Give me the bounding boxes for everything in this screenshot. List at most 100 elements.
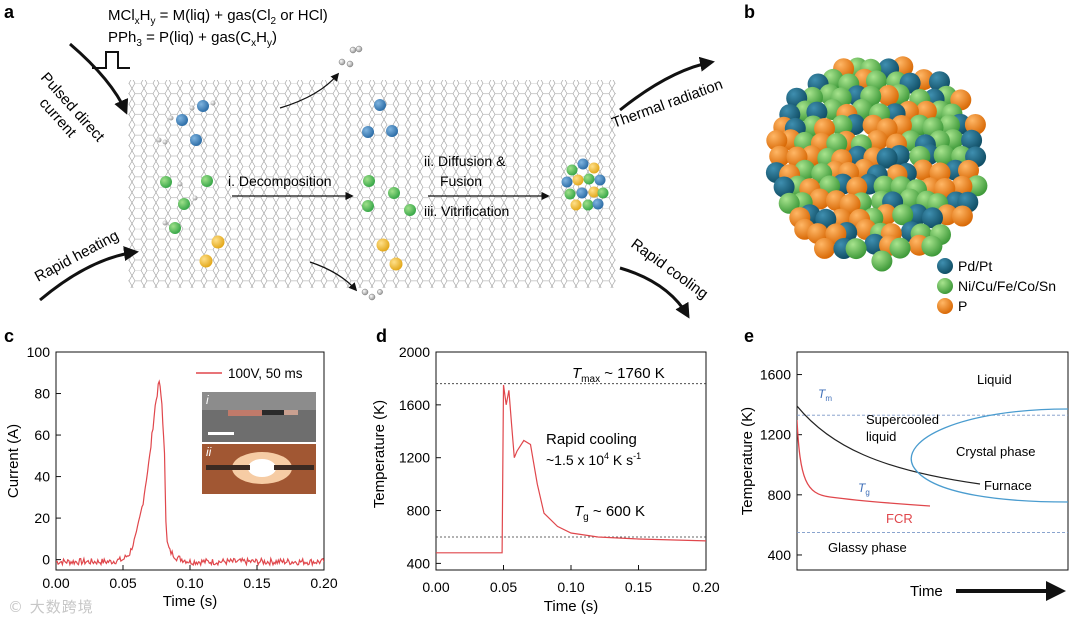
panel-e: e 400 800 1200 1600 Temperature (K) Time Tm… — [739, 326, 1069, 601]
panel-d-ticks: 0.00 0.05 0.10 0.15 0.20 400 800 1200 1600 2000 — [399, 344, 720, 595]
panel-e-supercooled-label: Supercooled liquid — [866, 412, 943, 444]
panel-letter-a: a — [4, 2, 15, 22]
panel-c-legend-label: 100V, 50 ms — [228, 366, 303, 381]
panel-b-legend: Pd/Pt Ni/Cu/Fe/Co/Sn P — [937, 258, 1056, 314]
panel-e-ytick-label: 1200 — [760, 427, 791, 443]
vitrification-label: iii. Vitrification — [424, 203, 509, 219]
panel-e-crystal-label: Crystal phase — [956, 444, 1035, 459]
panel-e-crystal-curve — [910, 408, 1068, 503]
cluster-atom — [876, 147, 898, 169]
cluster-atom — [964, 114, 986, 135]
decomposed-atoms — [362, 99, 416, 271]
gas-molecules-bottom — [361, 288, 383, 301]
panel-c: c 0.00 0.05 0.10 0.15 0.20 0 20 40 60 80 100 Curre… — [4, 326, 338, 610]
legend-label-p: P — [958, 298, 967, 314]
panel-e-furnace-label: Furnace — [984, 478, 1032, 493]
panel-d-ytick-label: 800 — [407, 503, 431, 519]
panel-c-ytick-label: 0 — [42, 552, 50, 568]
panel-letter-d: d — [376, 326, 387, 346]
cluster-atom — [958, 159, 979, 181]
thermal-radiation-arrow — [619, 56, 715, 112]
cluster-atom — [922, 207, 943, 229]
legend-marker-ni — [937, 278, 953, 294]
panel-e-ytick-label: 800 — [768, 487, 792, 503]
panel-c-xtick-label: 0.20 — [310, 575, 337, 591]
cluster-atom — [778, 192, 800, 214]
panel-c-ytick-label: 20 — [34, 510, 50, 526]
panel-a: a MClxHy = M(liq) + gas(Cl2 or HCl) PPh3… — [4, 2, 725, 319]
panel-d-xtick-label: 0.05 — [490, 579, 517, 595]
cluster-atom — [814, 237, 835, 259]
panel-b: b Pd/Pt Ni/Cu/Fe/Co/Sn P — [744, 2, 1056, 314]
rapid-heating-label: Rapid heating — [32, 227, 122, 285]
rapid-cooling-arrow — [619, 266, 690, 319]
gas-arrow-down — [309, 261, 358, 292]
panel-d-ytick-label: 400 — [407, 555, 431, 571]
panel-c-xtick-label: 0.15 — [243, 575, 270, 591]
cluster-atom — [769, 145, 791, 167]
pulsed-current-arrow — [69, 42, 129, 115]
panel-e-xlabel: Time — [910, 583, 943, 600]
panel-c-xtick-label: 0.00 — [42, 575, 69, 591]
panel-c-ytick-label: 80 — [34, 386, 50, 402]
panel-d-ylabel: Temperature (K) — [371, 400, 388, 508]
cluster-atom — [889, 237, 911, 259]
panel-d-xtick-label: 0.15 — [625, 579, 652, 595]
watermark: © 大数跨境 — [8, 598, 94, 616]
panel-c-xlabel: Time (s) — [163, 593, 217, 610]
panel-e-liquid-label: Liquid — [977, 372, 1012, 387]
panel-c-ytick-label: 40 — [34, 469, 50, 485]
inset-photo-i: i — [202, 392, 316, 442]
cluster-atom — [766, 129, 788, 151]
decomposition-label: i. Decomposition — [228, 173, 332, 189]
panel-c-xtick-label: 0.10 — [176, 575, 203, 591]
panel-e-fcr-label: FCR — [886, 511, 913, 526]
nanoparticle-cluster — [765, 56, 988, 272]
panel-d-xtick-label: 0.20 — [692, 579, 719, 595]
panel-e-ticks: 400 800 1200 1600 — [760, 367, 802, 563]
panel-letter-c: c — [4, 326, 14, 346]
equation-2: PPh3 = P(liq) + gas(CxHy) — [108, 29, 277, 49]
panel-d-tmax-label: Tmax ~ 1760 K — [572, 365, 665, 385]
cluster-atom — [845, 238, 867, 260]
gas-arrow-up — [279, 72, 340, 109]
panel-d-ytick-label: 1600 — [399, 397, 430, 413]
panel-c-ytick-label: 100 — [27, 344, 51, 360]
svg-text:i: i — [206, 393, 209, 407]
cluster-atom — [933, 144, 955, 166]
panel-letter-b: b — [744, 2, 755, 22]
panel-e-ytick-label: 400 — [768, 547, 792, 563]
cluster-atom — [809, 188, 831, 210]
panel-e-ytick-label: 1600 — [760, 367, 791, 383]
cluster-atom — [866, 130, 888, 151]
diffusion-label: ii. Diffusion & Fusion — [424, 153, 509, 189]
panel-e-tm-label: Tm — [818, 387, 832, 403]
gas-molecules-top — [338, 45, 363, 68]
panel-e-frame — [796, 351, 1069, 571]
equation-1: MClxHy = M(liq) + gas(Cl2 or HCl) — [108, 7, 328, 27]
panel-c-xtick-label: 0.05 — [109, 575, 136, 591]
panel-c-current-line — [56, 379, 324, 568]
panel-d-xlabel: Time (s) — [544, 598, 598, 615]
panel-d-tg-label: Tg ~ 600 K — [574, 503, 645, 523]
panel-e-furnace-curve — [797, 405, 981, 485]
panel-d-ytick-label: 1200 — [399, 450, 430, 466]
legend-label-pdpt: Pd/Pt — [958, 258, 992, 274]
cluster-atom — [877, 85, 899, 106]
legend-marker-pdpt — [937, 258, 953, 274]
inset-photo-ii: ii — [202, 444, 316, 494]
cluster-atom — [831, 115, 853, 136]
panel-d-cooling-rate-label: ~1.5 x 104 K s-1 — [546, 451, 641, 468]
panel-d-rapid-cooling-label: Rapid cooling — [546, 431, 637, 448]
panel-d-temperature-line — [436, 384, 706, 554]
panel-letter-e: e — [744, 326, 754, 346]
cluster-atom — [871, 250, 893, 272]
cluster-atom — [921, 235, 943, 257]
panel-d-xtick-label: 0.00 — [422, 579, 449, 595]
panel-d: d 0.00 0.05 0.10 0.15 0.20 400 800 1200 1600 2000… — [371, 326, 720, 615]
panel-c-ytick-label: 60 — [34, 427, 50, 443]
precursor-molecules — [156, 100, 225, 268]
cluster-atom — [951, 205, 973, 227]
panel-d-xtick-label: 0.10 — [557, 579, 584, 595]
